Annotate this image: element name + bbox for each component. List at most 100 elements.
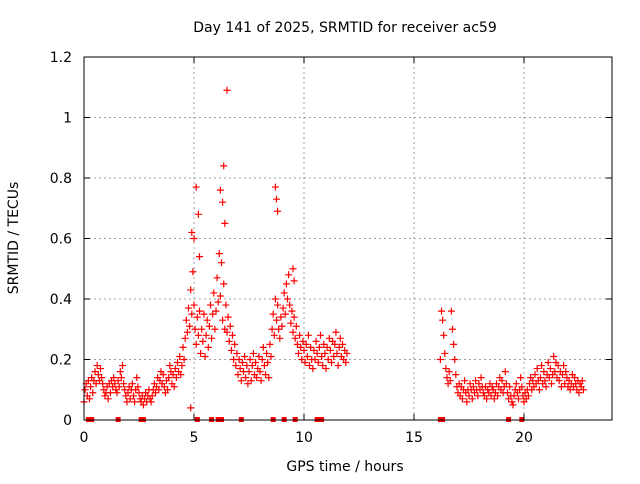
data-point [293, 340, 301, 348]
chart-title: Day 141 of 2025, SRMTID for receiver ac5… [193, 20, 497, 36]
data-point [490, 395, 498, 403]
data-point [190, 301, 198, 309]
data-point [274, 301, 282, 309]
data-point [271, 183, 279, 191]
data-point [223, 86, 231, 94]
data-point [205, 322, 213, 330]
data-point [266, 340, 274, 348]
data-point [216, 292, 224, 300]
data-point [223, 328, 231, 336]
data-point [281, 310, 289, 318]
data-point [123, 398, 131, 406]
data-point [94, 371, 102, 379]
data-point [152, 389, 159, 397]
data-point [483, 395, 491, 403]
data-point [512, 380, 520, 388]
y-tick-label: 0.8 [50, 171, 72, 187]
data-point [207, 301, 214, 309]
data-point [314, 359, 322, 367]
data-point [121, 386, 129, 394]
data-point [300, 346, 308, 354]
data-point [264, 359, 272, 367]
data-point [196, 253, 203, 261]
y-tick-label: 0.2 [50, 353, 72, 369]
data-point [328, 359, 335, 367]
data-point [166, 362, 174, 370]
data-point [472, 377, 480, 385]
data-point [194, 210, 202, 218]
data-point [253, 374, 261, 382]
data-point [212, 307, 220, 315]
data-point [216, 186, 224, 194]
data-point [213, 274, 221, 282]
x-tick-label: 20 [515, 430, 533, 446]
data-point [333, 349, 341, 357]
frame-layer [83, 56, 613, 421]
data-point [101, 392, 109, 400]
data-point [268, 325, 276, 333]
data-point [335, 343, 343, 351]
data-point [199, 337, 207, 345]
data-point [169, 371, 177, 379]
data-point [274, 207, 282, 215]
data-point [579, 386, 587, 394]
data-point [246, 356, 254, 363]
data-point [535, 386, 543, 394]
data-point [273, 316, 280, 324]
grid-layer [83, 56, 612, 421]
data-point [315, 343, 323, 351]
data-point [267, 352, 275, 360]
plot-frame [83, 56, 613, 421]
data-point [533, 365, 541, 373]
data-point [322, 365, 330, 373]
data-point [92, 380, 100, 388]
data-point [225, 337, 233, 345]
data-point [112, 386, 120, 394]
data-point [203, 316, 211, 324]
y-axis-label: SRMTID / TECUs [6, 182, 22, 295]
data-point [526, 380, 533, 388]
data-point [111, 380, 119, 388]
data-point [318, 352, 326, 360]
data-point [310, 346, 318, 354]
data-point [290, 277, 298, 285]
data-point [190, 235, 198, 242]
data-point [87, 383, 95, 391]
data-point [170, 383, 178, 391]
data-point [99, 380, 107, 388]
data-point [198, 325, 206, 333]
data-point [466, 380, 474, 388]
data-point [133, 374, 141, 382]
data-point [191, 325, 199, 333]
data-point [204, 343, 212, 351]
data-point [326, 346, 334, 354]
data-point [114, 377, 122, 385]
data-point [295, 349, 302, 357]
data-point [560, 362, 568, 370]
data-point [524, 392, 532, 400]
data-point [331, 340, 339, 348]
data-point [211, 325, 219, 333]
data-point [494, 392, 502, 400]
data-point [537, 374, 544, 382]
data-point [110, 374, 118, 382]
data-point [487, 392, 495, 400]
data-point [97, 365, 104, 373]
data-point [447, 307, 455, 315]
data-point [538, 362, 546, 370]
data-point [179, 343, 187, 351]
data-point [219, 316, 227, 324]
data-point [148, 392, 156, 400]
x-axis-label: GPS time / hours [286, 459, 403, 475]
data-point [442, 365, 450, 373]
data-point [160, 383, 168, 391]
data-point [309, 365, 317, 373]
data-point [436, 356, 444, 363]
data-point [128, 380, 136, 388]
y-tick-label: 1.2 [50, 50, 72, 66]
data-point [256, 368, 264, 376]
data-point [458, 395, 466, 403]
data-point [452, 371, 460, 379]
data-point [181, 334, 189, 342]
data-point [193, 313, 201, 321]
